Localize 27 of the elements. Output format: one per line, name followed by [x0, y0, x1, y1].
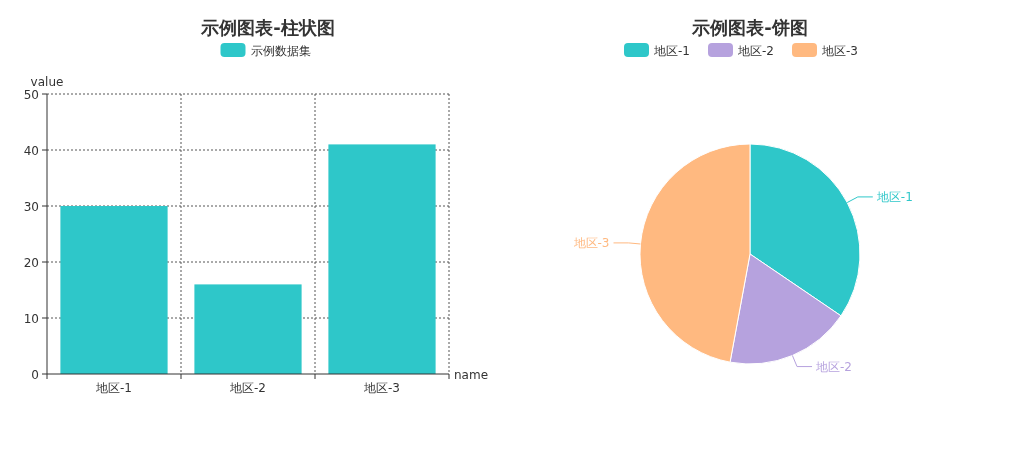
y-tick-label: 20: [23, 255, 39, 270]
chart-title: 示例图表-饼图: [691, 17, 808, 38]
y-tick-label: 50: [23, 87, 39, 102]
y-tick-label: 10: [23, 311, 39, 326]
slice-label: 地区-1: [875, 190, 913, 205]
x-tick-label: 地区-1: [95, 381, 132, 395]
bar: [60, 206, 168, 374]
legend-item: 地区-3: [792, 43, 858, 58]
x-axis-title: name: [454, 367, 489, 382]
x-tick-label: 地区-3: [363, 381, 400, 395]
legend-item: 示例数据集: [220, 43, 311, 58]
bar: [328, 144, 436, 374]
legend-label: 地区-2: [737, 43, 774, 58]
legend-label: 地区-3: [821, 43, 858, 58]
slice-label: 地区-2: [815, 360, 853, 375]
legend-label: 示例数据集: [250, 43, 311, 58]
slice-label: 地区-3: [572, 236, 610, 251]
legend-item: 地区-1: [624, 43, 690, 58]
x-tick-label: 地区-2: [229, 381, 266, 395]
legend-label: 地区-1: [653, 43, 690, 58]
bar: [194, 284, 302, 374]
y-tick-label: 0: [31, 367, 39, 382]
y-axis-title: value: [30, 75, 64, 89]
legend-item: 地区-2: [708, 43, 774, 58]
y-tick-label: 30: [23, 199, 39, 214]
chart-title: 示例图表-柱状图: [200, 17, 335, 38]
y-tick-label: 40: [23, 143, 39, 158]
